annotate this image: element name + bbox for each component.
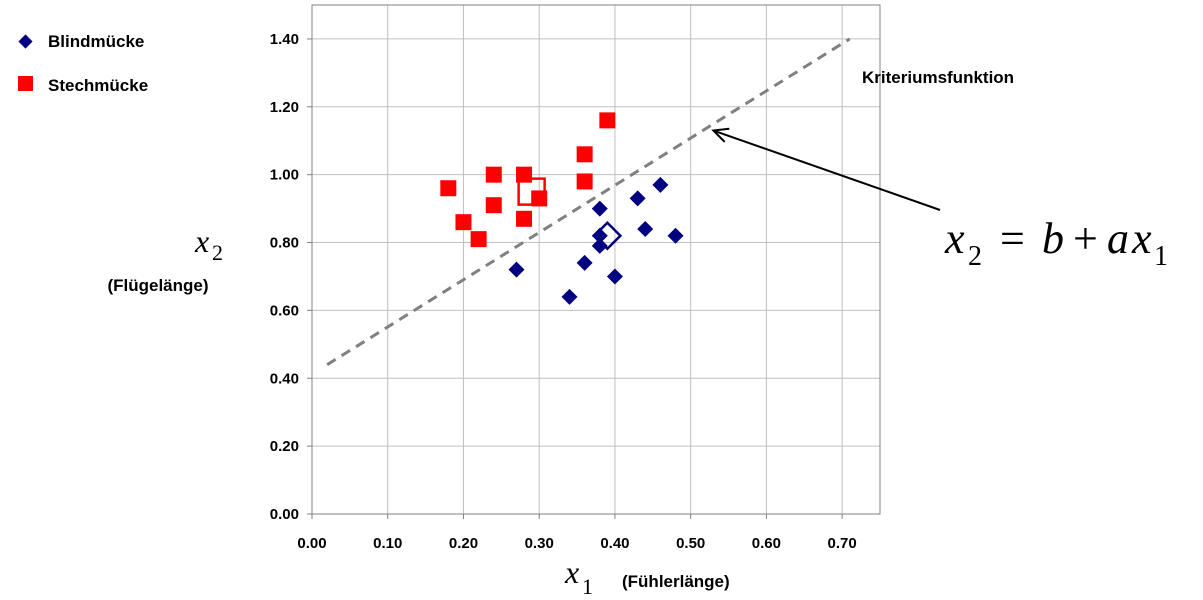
y-axis-title: x 2 (Flügelänge) [107,223,223,295]
x-tick-label: 0.00 [297,535,326,552]
legend-label-blindmuecke: Blindmücke [48,32,144,51]
y-tick-label: 1.40 [270,31,299,48]
criterion-equation: x 2 = b + a x 1 [944,214,1168,272]
eq-x: x [1131,214,1152,263]
eq-lhs: x [944,214,965,263]
point-blindmuecke [667,227,684,244]
x-axis-symbol: x [564,554,579,590]
x-tick-label: 0.70 [828,535,857,552]
point-blindmuecke [606,268,623,285]
y-tick-label: 0.40 [270,370,299,387]
legend: Blindmücke Stechmücke [18,32,148,95]
y-axis-symbol-subscript: 2 [212,240,223,265]
legend-label-stechmuecke: Stechmücke [48,76,148,95]
point-stechmuecke [576,173,593,190]
point-stechmuecke [516,210,533,227]
grid [312,5,880,514]
point-stechmuecke [485,166,502,183]
point-blindmuecke [637,220,654,237]
point-blindmuecke [508,261,525,278]
point-blindmuecke [629,190,646,207]
x-axis-title: x 1 (Fühlerlänge) [564,554,730,599]
point-blindmuecke [591,200,608,217]
mean-stechmuecke [517,177,546,206]
eq-equals: = [1000,214,1025,263]
eq-b: b [1042,214,1064,263]
x-tick-label: 0.50 [676,535,705,552]
point-blindmuecke [591,237,608,254]
y-tick-label: 0.00 [270,506,299,523]
point-blindmuecke [652,176,669,193]
x-tick-label: 0.40 [600,535,629,552]
point-blindmuecke [561,288,578,305]
y-tick-label: 1.20 [270,99,299,116]
point-blindmuecke [591,227,608,244]
point-stechmuecke [470,231,487,248]
y-axis-symbol: x [194,223,209,259]
y-tick-label: 0.80 [270,235,299,252]
x-tick-label: 0.20 [449,535,478,552]
x-tick-label: 0.10 [373,535,402,552]
y-tick-label: 0.60 [270,302,299,319]
eq-a: a [1107,214,1129,263]
criterion-arrow-head [711,127,730,143]
y-axis-label: (Flügelänge) [107,276,208,295]
x-axis-symbol-subscript: 1 [582,574,593,599]
x-axis-label: (Fühlerlänge) [622,572,730,591]
point-blindmuecke [576,254,593,271]
point-stechmuecke [485,197,502,214]
mean-blindmuecke [592,220,623,251]
y-tick-label: 1.00 [270,167,299,184]
criterion-label: Kriteriumsfunktion [862,68,1014,87]
point-stechmuecke [531,190,548,207]
legend-marker-blindmuecke [18,34,33,49]
x-tick-label: 0.60 [752,535,781,552]
ticks: 0.00 0.10 0.20 0.30 0.40 0.50 0.60 0.70 0.00 0.20… [270,31,857,552]
eq-lhs-sub: 2 [968,241,982,272]
x-tick-label: 0.30 [525,535,554,552]
point-stechmuecke [455,214,472,231]
point-stechmuecke [440,180,457,197]
plot-frame [311,4,881,515]
criterion-line [326,37,851,366]
legend-marker-stechmuecke [18,76,33,91]
y-tick-label: 0.20 [270,438,299,455]
criterion-arrow [713,129,941,211]
eq-x-sub: 1 [1154,241,1168,272]
eq-plus: + [1073,214,1098,263]
data-points [440,112,684,305]
point-stechmuecke [599,112,616,129]
point-stechmuecke [576,146,593,163]
